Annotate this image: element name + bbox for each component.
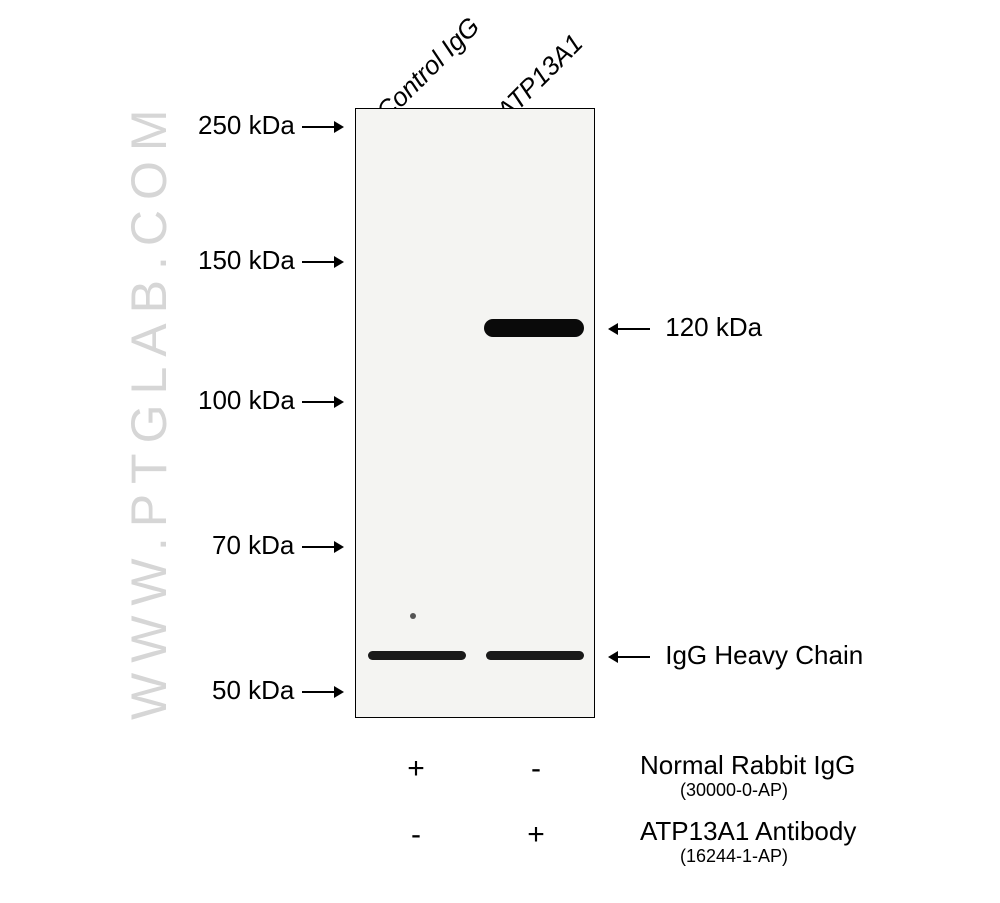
band-heavy-chain-lane2: [486, 651, 584, 660]
watermark-text: WWW.PTGLAB.COM: [120, 120, 178, 720]
treatment-2-lane-2: +: [516, 818, 556, 852]
mw-text: 250 kDa: [198, 110, 295, 140]
band-label-text: IgG Heavy Chain: [665, 640, 863, 670]
arrow-left-icon: [608, 648, 650, 666]
treatment-1-sublabel: (30000-0-AP): [680, 780, 788, 801]
mw-marker-150: 150 kDa: [198, 245, 344, 276]
treatment-2-lane-1: -: [396, 818, 436, 852]
arrow-right-icon: [302, 393, 344, 411]
figure-container: WWW.PTGLAB.COM Control IgG ATP13A1 250 k…: [0, 0, 1000, 903]
blot-membrane: [355, 108, 595, 718]
mw-text: 50 kDa: [212, 675, 294, 705]
arrow-right-icon: [302, 683, 344, 701]
mw-marker-250: 250 kDa: [198, 110, 344, 141]
mw-marker-70: 70 kDa: [212, 530, 344, 561]
mw-marker-50: 50 kDa: [212, 675, 344, 706]
treatment-1-label: Normal Rabbit IgG: [640, 750, 855, 781]
treatment-1-lane-1: +: [396, 752, 436, 786]
band-label-heavy: IgG Heavy Chain: [608, 640, 863, 671]
mw-marker-100: 100 kDa: [198, 385, 344, 416]
band-120kda: [484, 319, 584, 337]
mw-text: 70 kDa: [212, 530, 294, 560]
arrow-right-icon: [302, 538, 344, 556]
band-label-120: 120 kDa: [608, 312, 762, 343]
band-label-text: 120 kDa: [665, 312, 762, 342]
treatment-1-lane-2: -: [516, 752, 556, 786]
mw-text: 150 kDa: [198, 245, 295, 275]
treatment-2-sublabel: (16244-1-AP): [680, 846, 788, 867]
band-speck: [410, 613, 416, 619]
arrow-right-icon: [302, 253, 344, 271]
arrow-left-icon: [608, 320, 650, 338]
treatment-2-label: ATP13A1 Antibody: [640, 816, 856, 847]
mw-text: 100 kDa: [198, 385, 295, 415]
arrow-right-icon: [302, 118, 344, 136]
band-heavy-chain-lane1: [368, 651, 466, 660]
